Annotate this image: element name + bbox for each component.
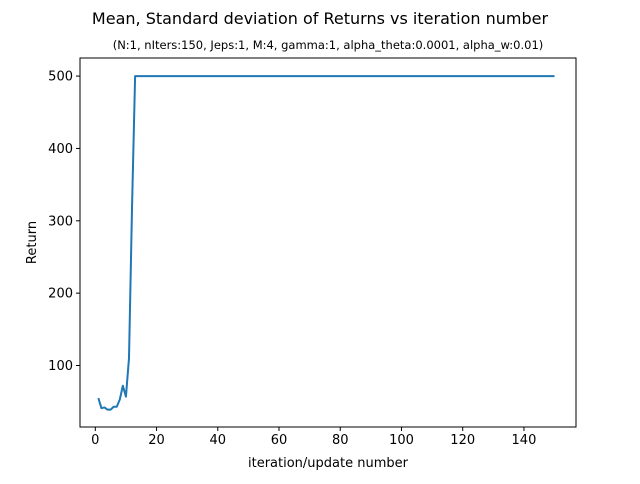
y-tick-label: 400 [48,142,73,157]
y-tick-label: 200 [48,287,73,302]
x-tick-label: 40 [210,433,227,448]
x-tick-label: 20 [148,433,165,448]
y-tick-label: 100 [48,359,73,374]
series-line-0 [97,75,555,411]
chart-subtitle: (N:1, nIters:150, Jeps:1, M:4, gamma:1, … [113,38,544,52]
x-tick-label: 120 [450,433,475,448]
x-tick-label: 140 [512,433,537,448]
y-tick-label: 300 [48,214,73,229]
x-axis-label: iteration/update number [248,456,409,471]
x-tick-label: 60 [271,433,288,448]
y-tick-label: 500 [48,70,73,85]
y-axis-label: Return [25,221,40,264]
chart-title: Mean, Standard deviation of Returns vs i… [92,9,549,28]
plot-area: 0 20 40 60 80 100 120 140 100 200 300 400 500 [48,70,555,448]
x-tick-label: 100 [389,433,414,448]
axes-frame [79,57,577,428]
x-tick-label: 0 [91,433,99,448]
x-tick-label: 80 [332,433,349,448]
